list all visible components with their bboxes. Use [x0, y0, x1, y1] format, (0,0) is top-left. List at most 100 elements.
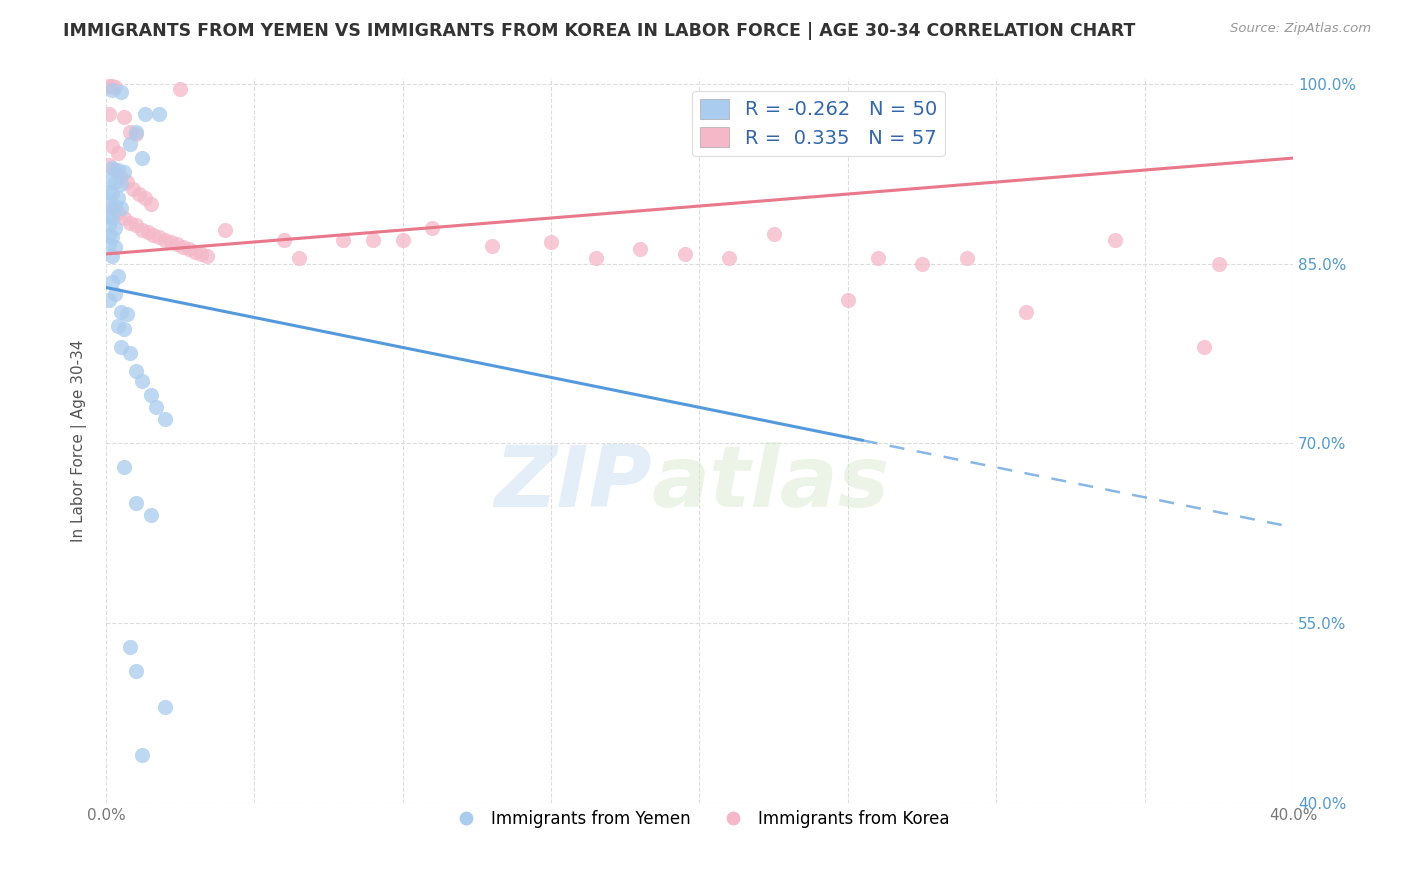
Point [107, 206, 129, 220]
Point [101, 139, 124, 153]
Legend: Immigrants from Yemen, Immigrants from Korea: Immigrants from Yemen, Immigrants from K… [443, 803, 956, 835]
Point [169, 81, 191, 95]
Point [837, 293, 859, 307]
Point [540, 235, 562, 249]
Point [112, 165, 135, 179]
Point [148, 230, 170, 244]
Point [139, 196, 162, 211]
Point [112, 322, 135, 336]
Point [332, 233, 354, 247]
Point [97, 106, 120, 120]
Point [107, 268, 129, 283]
Point [177, 242, 200, 256]
Point [97, 293, 120, 307]
Point [172, 240, 194, 254]
Point [101, 83, 124, 97]
Point [718, 251, 741, 265]
Point [110, 202, 132, 216]
Point [195, 249, 218, 263]
Point [97, 218, 120, 232]
Point [136, 226, 159, 240]
Point [391, 233, 413, 247]
Point [107, 191, 129, 205]
Point [273, 233, 295, 247]
Point [160, 235, 183, 249]
Point [673, 247, 696, 261]
Point [101, 211, 124, 225]
Point [104, 163, 127, 178]
Point [112, 460, 135, 475]
Point [762, 227, 785, 241]
Point [107, 163, 129, 178]
Point [124, 127, 146, 141]
Point [118, 216, 141, 230]
Point [190, 247, 212, 261]
Text: Source: ZipAtlas.com: Source: ZipAtlas.com [1230, 22, 1371, 36]
Point [97, 196, 120, 211]
Point [107, 146, 129, 161]
Point [214, 223, 236, 237]
Point [118, 346, 141, 360]
Point [101, 230, 124, 244]
Point [145, 401, 167, 415]
Point [148, 106, 170, 120]
Point [124, 218, 146, 232]
Point [97, 158, 120, 172]
Point [97, 185, 120, 199]
Point [131, 747, 153, 762]
Point [131, 374, 153, 388]
Point [139, 508, 162, 523]
Point [166, 237, 188, 252]
Point [104, 286, 127, 301]
Point [101, 161, 124, 175]
Point [124, 125, 146, 139]
Point [155, 700, 177, 714]
Point [131, 223, 153, 237]
Point [118, 640, 141, 654]
Point [1208, 256, 1230, 270]
Y-axis label: In Labor Force | Age 30-34: In Labor Force | Age 30-34 [72, 339, 87, 541]
Point [288, 251, 311, 265]
Point [134, 106, 156, 120]
Point [115, 307, 138, 321]
Point [139, 388, 162, 402]
Point [110, 178, 132, 192]
Point [628, 242, 651, 256]
Text: ZIP: ZIP [495, 442, 652, 525]
Point [104, 80, 127, 95]
Point [121, 182, 143, 196]
Point [110, 304, 132, 318]
Point [110, 341, 132, 355]
Point [97, 79, 120, 94]
Point [101, 249, 124, 263]
Point [110, 170, 132, 185]
Point [481, 238, 503, 252]
Point [128, 187, 150, 202]
Point [101, 187, 124, 202]
Point [110, 85, 132, 99]
Point [155, 412, 177, 426]
Point [101, 275, 124, 289]
Text: IMMIGRANTS FROM YEMEN VS IMMIGRANTS FROM KOREA IN LABOR FORCE | AGE 30-34 CORREL: IMMIGRANTS FROM YEMEN VS IMMIGRANTS FROM… [63, 22, 1136, 40]
Point [142, 227, 165, 242]
Point [134, 191, 156, 205]
Point [115, 175, 138, 189]
Point [1192, 341, 1215, 355]
Point [112, 211, 135, 225]
Point [104, 240, 127, 254]
Point [1104, 233, 1126, 247]
Point [104, 199, 127, 213]
Point [131, 151, 153, 165]
Point [101, 202, 124, 216]
Point [104, 175, 127, 189]
Point [184, 244, 207, 259]
Point [118, 125, 141, 139]
Point [911, 256, 934, 270]
Point [866, 251, 889, 265]
Point [361, 233, 384, 247]
Point [155, 233, 177, 247]
Point [107, 318, 129, 333]
Point [97, 227, 120, 242]
Point [585, 251, 607, 265]
Point [118, 136, 141, 151]
